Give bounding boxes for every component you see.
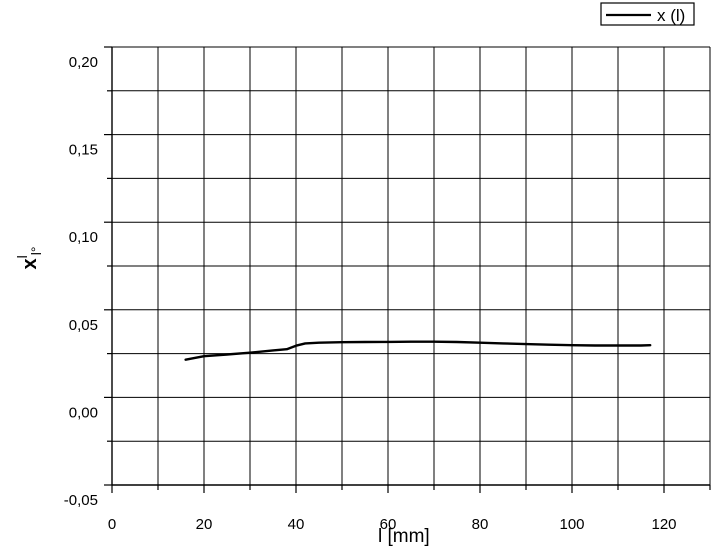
y-tick-label: 0,00	[69, 404, 98, 421]
legend-label: x (l)	[657, 6, 685, 25]
grid	[112, 46, 711, 485]
y-tick-label: 0,20	[69, 54, 98, 71]
series-line	[184, 340, 652, 361]
x-tick-label: 100	[559, 516, 584, 533]
y-axis-label-subscript: l°	[28, 247, 44, 256]
y-axis-title: xll°	[14, 247, 44, 270]
y-tick-label: 0,10	[69, 229, 98, 246]
x-tick-label: 0	[108, 516, 116, 533]
svg-text:xll°: xll°	[14, 247, 44, 270]
x-tick-label: 120	[651, 516, 676, 533]
y-axis-label-superscript: l	[14, 255, 30, 258]
y-tick-label: 0,05	[69, 317, 98, 334]
series-layer	[184, 340, 652, 361]
y-axis-label: x	[19, 258, 41, 269]
x-tick-label: 80	[472, 516, 489, 533]
x-tick-label: 60	[380, 516, 397, 533]
x-tick-label: 40	[288, 516, 305, 533]
tick-labels: 0 20 40 60 80 100 120 -0,05 0,00 0,05 0,10 0,15 0,20	[64, 54, 677, 533]
y-tick-label: -0,05	[64, 492, 98, 509]
legend: x (l)	[600, 2, 695, 26]
axes	[104, 46, 711, 493]
x-axis-label: l [mm]	[378, 526, 430, 547]
x-axis-title: l [mm]	[378, 526, 430, 547]
x-tick-label: 20	[196, 516, 213, 533]
y-tick-label: 0,15	[69, 142, 98, 159]
